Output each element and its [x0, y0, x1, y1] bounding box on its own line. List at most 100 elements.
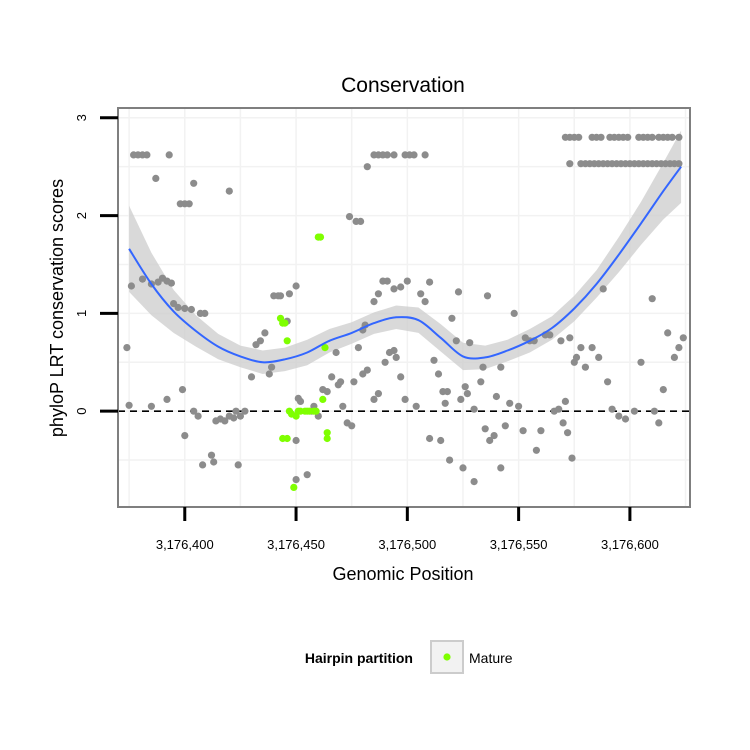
data-point — [181, 432, 189, 440]
chart-title: Conservation — [341, 74, 465, 97]
data-point — [577, 344, 585, 352]
data-point — [296, 397, 305, 405]
series-mature-points — [276, 233, 331, 491]
data-point — [397, 373, 405, 381]
data-point — [363, 163, 371, 171]
data-point — [648, 295, 656, 303]
data-point — [247, 373, 256, 381]
data-point — [181, 304, 189, 313]
data-point — [675, 344, 683, 352]
x-tick-label: 3,176,600 — [601, 537, 659, 552]
data-point — [390, 151, 398, 159]
data-point — [374, 390, 382, 398]
data-point — [354, 344, 362, 352]
data-point — [624, 133, 632, 141]
data-point-mature — [316, 233, 325, 241]
data-point — [448, 314, 456, 322]
data-point — [381, 358, 389, 366]
data-point-mature — [323, 429, 331, 437]
data-point — [675, 160, 683, 168]
data-point — [615, 412, 623, 420]
data-point — [276, 292, 285, 300]
confidence-ribbon — [129, 130, 682, 374]
x-tick-label: 3,176,450 — [267, 537, 325, 552]
data-point — [486, 436, 494, 445]
data-point — [650, 407, 659, 415]
data-point — [446, 456, 454, 464]
data-point — [256, 337, 264, 345]
data-point — [125, 401, 133, 409]
data-point — [437, 436, 445, 445]
data-point — [201, 309, 209, 317]
data-point — [337, 378, 345, 386]
y-tick-label: 3 — [74, 114, 89, 121]
data-point — [537, 427, 545, 435]
data-point — [199, 461, 207, 469]
data-point — [668, 133, 676, 141]
x-axis-title: Genomic Position — [332, 564, 473, 584]
data-point — [510, 309, 518, 317]
data-point — [459, 464, 467, 472]
data-point — [426, 278, 434, 286]
x-tick-label: 3,176,500 — [378, 537, 436, 552]
data-point — [608, 405, 616, 413]
legend-title: Hairpin partition — [305, 650, 413, 666]
panel-border — [117, 107, 691, 508]
data-point — [265, 370, 273, 378]
y-axis-title: phyloP LRT conservation scores — [47, 179, 67, 437]
data-point — [152, 174, 160, 182]
data-point — [575, 133, 583, 141]
data-point — [430, 356, 438, 364]
data-point — [401, 395, 409, 403]
data-point — [588, 344, 596, 352]
data-point-mature — [281, 319, 289, 327]
data-point — [323, 388, 331, 396]
x-tick-label: 3,176,550 — [490, 537, 548, 552]
data-point — [370, 298, 378, 306]
plot-panel — [117, 107, 691, 508]
data-point — [207, 451, 216, 459]
data-point — [470, 478, 478, 486]
data-point — [174, 303, 182, 312]
data-point — [441, 399, 449, 407]
data-point — [457, 395, 465, 403]
data-point — [515, 402, 523, 410]
data-point — [390, 285, 398, 293]
data-point — [630, 407, 639, 415]
data-point — [443, 388, 451, 396]
data-point — [383, 277, 391, 285]
data-point — [421, 298, 429, 306]
data-point — [357, 217, 365, 225]
data-point — [434, 370, 443, 378]
data-point — [479, 363, 487, 371]
data-point — [303, 471, 311, 479]
data-point — [477, 378, 485, 386]
data-point-mature — [283, 337, 291, 345]
data-point — [370, 395, 378, 403]
data-point — [143, 151, 151, 159]
data-point — [390, 346, 398, 355]
data-point — [566, 160, 574, 168]
data-point — [648, 133, 656, 141]
data-point — [664, 329, 672, 337]
data-point — [185, 200, 193, 208]
data-point-mature — [319, 395, 327, 403]
data-point — [374, 290, 382, 298]
data-point — [232, 407, 240, 415]
data-point — [481, 425, 489, 433]
data-point — [597, 133, 605, 141]
axes: 3,176,400 3,176,450 3,176,500 3,176,550 3,17… — [74, 114, 659, 552]
data-point — [655, 419, 663, 427]
data-point — [483, 292, 492, 300]
data-point — [564, 429, 572, 437]
data-point — [187, 305, 195, 314]
data-point — [532, 446, 541, 454]
legend: Hairpin partition Mature — [305, 640, 513, 674]
data-point — [546, 331, 554, 339]
data-point — [555, 405, 563, 413]
data-point — [339, 402, 347, 410]
data-point — [285, 290, 293, 298]
data-point — [679, 334, 687, 342]
data-point — [604, 378, 612, 386]
data-point — [417, 290, 425, 298]
